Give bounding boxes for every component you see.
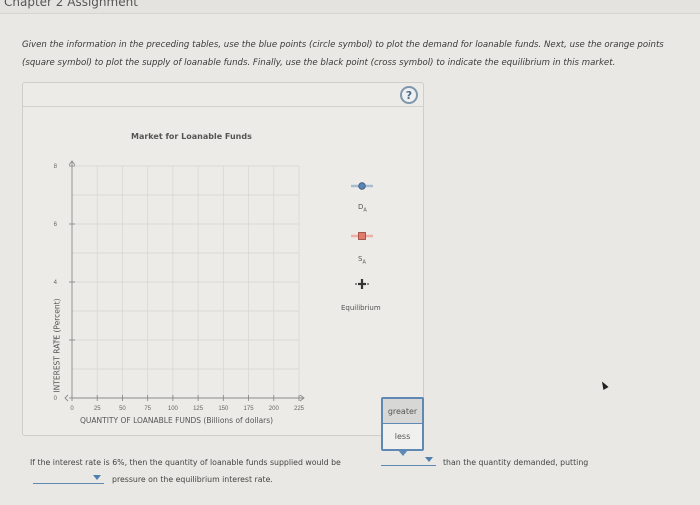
chevron-down-icon bbox=[93, 475, 101, 480]
chart-title: Market for Loanable Funds bbox=[131, 132, 252, 141]
chart-panel: ? Market for Loanable Funds INTEREST RAT… bbox=[22, 82, 424, 436]
svg-text:200: 200 bbox=[269, 406, 280, 412]
question-text-1: If the interest rate is 6%, then the qua… bbox=[30, 458, 341, 467]
plot-area[interactable]: 0 25 50 75 100 125 150 175 200 225 0 2 4 6 8 bbox=[23, 83, 425, 437]
chart-header-divider bbox=[23, 106, 423, 107]
svg-text:175: 175 bbox=[244, 406, 255, 412]
svg-text:0: 0 bbox=[54, 396, 58, 402]
instructions-text: Given the information in the preceding t… bbox=[22, 40, 664, 68]
demand-legend-label: DA bbox=[358, 203, 367, 214]
demand-point-tool[interactable] bbox=[350, 176, 374, 195]
svg-text:0: 0 bbox=[70, 406, 74, 412]
svg-text:25: 25 bbox=[94, 406, 101, 412]
circle-marker-icon bbox=[358, 182, 366, 190]
svg-text:125: 125 bbox=[193, 406, 204, 412]
top-bar: Chapter 2 Assignment bbox=[0, 0, 700, 14]
breadcrumb: Chapter 2 Assignment bbox=[4, 0, 138, 9]
question-text-2: than the quantity demanded, putting bbox=[443, 458, 589, 467]
equilibrium-legend-label: Equilibrium bbox=[341, 304, 381, 312]
axes bbox=[64, 160, 305, 402]
svg-text:4: 4 bbox=[54, 280, 58, 286]
help-button[interactable]: ? bbox=[400, 86, 418, 104]
square-marker-icon bbox=[358, 232, 366, 240]
x-axis-title: QUANTITY OF LOANABLE FUNDS (Billions of … bbox=[80, 416, 274, 425]
option-greater[interactable]: greater bbox=[383, 399, 422, 424]
dropdown-options-popup: greater less bbox=[381, 397, 424, 456]
svg-text:100: 100 bbox=[168, 406, 179, 412]
svg-text:6: 6 bbox=[54, 222, 58, 228]
svg-text:75: 75 bbox=[144, 406, 151, 412]
popup-pointer bbox=[398, 450, 408, 456]
svg-text:8: 8 bbox=[54, 164, 58, 170]
mouse-cursor-icon bbox=[599, 380, 609, 390]
svg-text:2: 2 bbox=[54, 338, 58, 344]
grid bbox=[72, 165, 300, 398]
svg-text:50: 50 bbox=[119, 406, 126, 412]
supplied-comparison-dropdown[interactable] bbox=[381, 456, 436, 466]
question-text-3: pressure on the equilibrium interest rat… bbox=[112, 475, 273, 484]
supply-legend-label: SA bbox=[358, 255, 366, 266]
supply-point-tool[interactable] bbox=[350, 226, 374, 245]
option-less[interactable]: less bbox=[394, 432, 411, 441]
chevron-down-icon bbox=[425, 457, 433, 462]
pressure-direction-dropdown[interactable] bbox=[33, 474, 104, 484]
tick-labels: 0 25 50 75 100 125 150 175 200 225 0 2 4 6 8 bbox=[54, 164, 305, 412]
question-mark-icon: ? bbox=[405, 88, 413, 102]
equilibrium-point-tool[interactable] bbox=[354, 276, 370, 295]
svg-text:225: 225 bbox=[294, 406, 305, 412]
svg-text:150: 150 bbox=[218, 406, 229, 412]
